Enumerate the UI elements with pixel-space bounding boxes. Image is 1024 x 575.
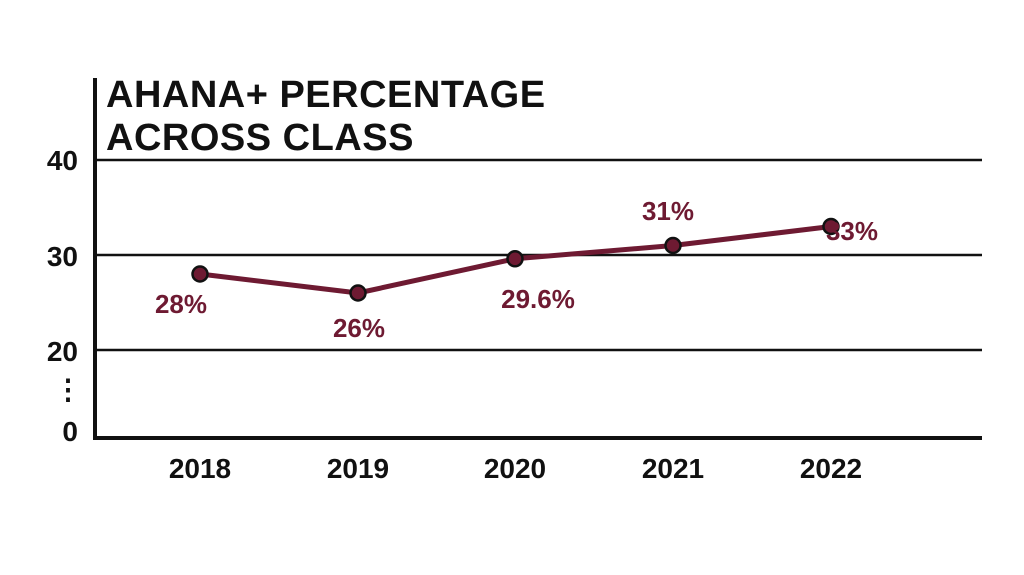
y-tick-label-20: 20 (47, 336, 78, 367)
data-label-2020: 29.6% (501, 284, 575, 314)
y-tick-label-30: 30 (47, 241, 78, 272)
x-tick-label-2022: 2022 (800, 453, 862, 484)
y-tick-label-40: 40 (47, 145, 78, 176)
data-label-2022: 33% (826, 216, 878, 246)
x-tick-label-2020: 2020 (484, 453, 546, 484)
data-label-2019: 26% (333, 313, 385, 343)
x-tick-label-2019: 2019 (327, 453, 389, 484)
x-tick-label-2021: 2021 (642, 453, 704, 484)
chart-title-line-1: AHANA+ PERCENTAGE (106, 74, 546, 116)
data-point-2019 (349, 284, 367, 302)
data-label-2021: 31% (642, 196, 694, 226)
data-point-2022 (822, 217, 840, 236)
x-tick-label-2018: 2018 (169, 453, 231, 484)
y-axis-break: ⋮ (54, 374, 82, 405)
data-point-2021 (664, 236, 682, 255)
data-label-2018: 28% (155, 289, 207, 319)
chart-title-line-2: ACROSS CLASS (106, 117, 414, 159)
y-tick-label-0: 0 (62, 416, 78, 447)
data-point-2018 (191, 265, 209, 283)
data-point-2020 (506, 250, 524, 268)
